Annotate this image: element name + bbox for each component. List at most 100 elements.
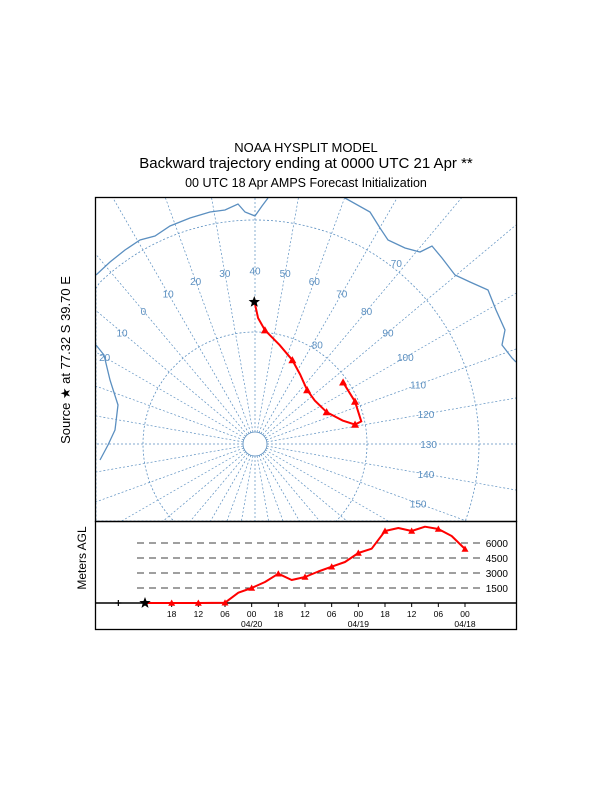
- meridian-line: [121, 449, 245, 521]
- map-frame: [94, 196, 518, 523]
- meridian-label: 70: [336, 290, 348, 301]
- meridian-label: 30: [219, 269, 231, 280]
- meridian-line: [96, 415, 244, 443]
- parallel-label: 80: [312, 340, 324, 351]
- meridian-line: [165, 198, 252, 433]
- trajectory-marker: [322, 408, 331, 416]
- trajectory-marker: [351, 397, 360, 405]
- title-trajectory: Backward trajectory ending at 0000 UTC 2…: [139, 155, 473, 172]
- meridian-line: [241, 455, 254, 521]
- meridian-label: 100: [397, 353, 414, 364]
- height-line: [145, 525, 466, 604]
- meridian-label: 50: [280, 269, 292, 280]
- trajectory-marker: [339, 378, 348, 386]
- meridian-line: [210, 454, 250, 521]
- meridian-line: [96, 445, 244, 473]
- x-tick-label: 18: [380, 609, 390, 619]
- meridian-line: [258, 198, 345, 433]
- meridian-line: [96, 310, 247, 437]
- meridian-line: [211, 198, 254, 433]
- height-marker: [434, 525, 442, 532]
- meridian-label: 20: [190, 277, 202, 288]
- coastline: [96, 198, 269, 276]
- meridian-label: 150: [410, 499, 427, 510]
- source-star-icon: [139, 597, 151, 608]
- meridian-line: [263, 451, 347, 521]
- meridian-label: 130: [420, 440, 437, 451]
- reference-label: 6000: [486, 539, 509, 550]
- meridian-line: [256, 198, 299, 433]
- meridian-line: [112, 198, 250, 434]
- meridian-line: [265, 293, 516, 439]
- coastline: [344, 198, 516, 363]
- trajectory-line: [253, 299, 363, 426]
- meridian-line: [263, 224, 516, 437]
- height-marker: [354, 549, 362, 556]
- x-tick-label: 06: [434, 609, 444, 619]
- title-model: NOAA HYSPLIT MODEL: [234, 140, 378, 155]
- x-tick-label: 18: [167, 609, 177, 619]
- coastline: [96, 344, 119, 461]
- meridian-label: 110: [410, 381, 426, 392]
- reference-label: 3000: [486, 569, 509, 580]
- meridian-line: [190, 452, 248, 521]
- meridian-label: 120: [418, 410, 435, 421]
- meridian-label: 60: [309, 277, 321, 288]
- height-marker: [461, 545, 469, 552]
- meridian-line: [96, 351, 245, 439]
- x-tick-label: 00: [247, 609, 257, 619]
- height-marker: [408, 527, 416, 534]
- x-tick-label: 06: [327, 609, 337, 619]
- title-initialization: 00 UTC 18 Apr AMPS Forecast Initializati…: [185, 176, 427, 190]
- meridian-line: [266, 447, 467, 521]
- meridian-label: 140: [418, 470, 435, 481]
- height-marker: [274, 570, 282, 577]
- x-tick-label: 12: [407, 609, 417, 619]
- meridian-line: [256, 455, 269, 521]
- x-tick-label: 12: [194, 609, 204, 619]
- source-star-icon: [248, 296, 260, 307]
- trajectory-marker: [303, 386, 312, 394]
- meridian-label: 20: [99, 353, 111, 364]
- trajectory-marker: [260, 326, 269, 334]
- meridian-label: 40: [249, 266, 261, 277]
- height-marker: [381, 527, 389, 534]
- height-marker: [194, 599, 202, 606]
- height-frame: [94, 520, 518, 631]
- meridian-line: [96, 254, 248, 436]
- x-date-label: 04/20: [241, 619, 263, 629]
- trajectory-marker: [288, 356, 297, 364]
- meridian-line: [260, 454, 300, 521]
- meridian-line: [260, 198, 398, 434]
- reference-label: 4500: [486, 554, 509, 565]
- meridian-label: 80: [361, 307, 373, 318]
- meridian-label: 0: [141, 307, 147, 318]
- height-marker: [221, 599, 229, 606]
- meridian-line: [96, 447, 244, 503]
- parallel-label: 70: [391, 259, 403, 270]
- meridian-line: [266, 397, 516, 443]
- x-tick-label: 00: [460, 609, 470, 619]
- x-tick-label: 00: [354, 609, 364, 619]
- meridian-line: [96, 385, 244, 441]
- meridian-line: [265, 449, 389, 521]
- reference-label: 1500: [486, 584, 509, 595]
- meridian-line: [262, 452, 320, 521]
- x-date-label: 04/18: [454, 619, 476, 629]
- meridian-label: 90: [382, 328, 394, 339]
- x-tick-label: 18: [274, 609, 284, 619]
- trajectory-marker: [351, 420, 360, 428]
- height-marker: [328, 563, 336, 570]
- meridian-line: [163, 451, 247, 521]
- height-marker: [168, 599, 176, 606]
- x-tick-label: 12: [300, 609, 310, 619]
- height-marker: [248, 584, 256, 591]
- pole-circle: [242, 431, 268, 457]
- meridian-line: [262, 198, 462, 436]
- height-marker: [301, 573, 309, 580]
- meridian-line: [266, 348, 516, 441]
- x-tick-label: 06: [220, 609, 230, 619]
